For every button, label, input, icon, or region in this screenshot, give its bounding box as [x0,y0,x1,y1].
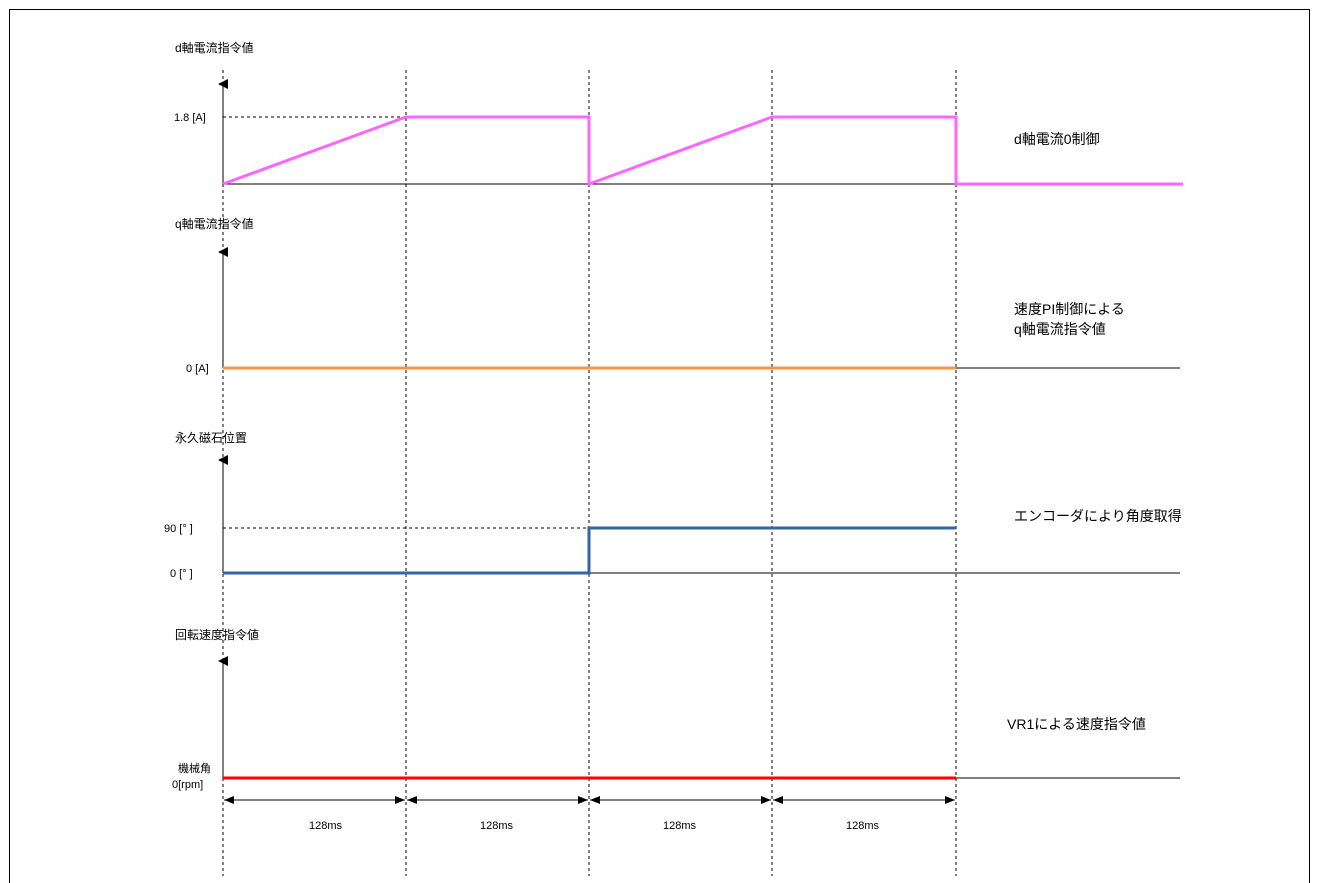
annotation-note-line-2: q軸電流指令値 [1014,321,1106,337]
panel-speed-command: 回転速度指令値 機械角 0[rpm] VR1による速度指令値 [172,627,1180,791]
value-label: 0 [A] [186,363,209,375]
time-guides [222,70,957,876]
arrowhead-right [945,796,955,804]
value-label-low: 0 [° ] [170,568,193,580]
panel-title: 永久磁石位置 [175,430,247,445]
arrowhead-left [590,796,600,804]
arrowhead-right [395,796,405,804]
panel-title: q軸電流指令値 [175,216,254,231]
interval-label: 128ms [480,820,514,832]
value-label-line-1: 機械角 [178,761,211,775]
value-label-high: 90 [° ] [164,523,193,535]
panel-magnet-position: 永久磁石位置 90 [° ] 0 [° ] エンコーダにより角度取得 [164,430,1182,580]
interval-1: 128ms [224,796,405,832]
arrowhead-right [578,796,588,804]
interval-label: 128ms [309,820,343,832]
interval-label: 128ms [663,820,697,832]
interval-2: 128ms [407,796,588,832]
panel-title: 回転速度指令値 [175,627,259,642]
value-label: 1.8 [A] [174,112,206,124]
arrowhead-left [773,796,783,804]
interval-label: 128ms [846,820,880,832]
panel-title: d軸電流指令値 [175,40,254,55]
annotation-note: エンコーダにより角度取得 [1014,508,1182,524]
arrowhead-left [224,796,234,804]
d-axis-current-trace [222,115,1183,187]
panel-d-axis-current: d軸電流指令値 1.8 [A] d軸電流0制御 [174,40,1183,187]
annotation-note-line-1: 速度PI制御による [1014,301,1125,317]
interval-3: 128ms [590,796,771,832]
magnet-position-trace [223,526,956,575]
arrowhead-right [761,796,771,804]
panel-q-axis-current: q軸電流指令値 0 [A] 速度PI制御による q軸電流指令値 [175,216,1180,375]
annotation-note: VR1による速度指令値 [1007,716,1146,732]
time-intervals: 128ms 128ms 128ms 128ms [224,796,955,832]
value-label-line-2: 0[rpm] [172,779,203,791]
annotation-note: d軸電流0制御 [1014,131,1100,147]
arrowhead-left [407,796,417,804]
diagram-border [9,9,1310,883]
interval-4: 128ms [773,796,955,832]
